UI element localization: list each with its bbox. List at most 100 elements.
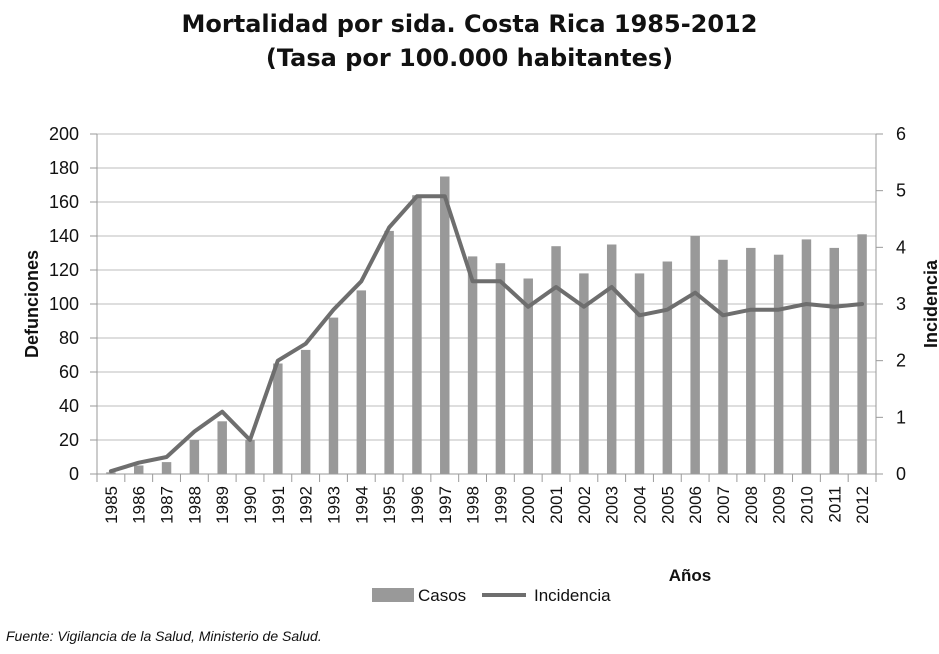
x-tick-label: 1987 [158, 486, 177, 524]
point-incidencia [526, 305, 530, 309]
point-incidencia [359, 279, 363, 283]
legend-label-incidencia: Incidencia [534, 586, 611, 605]
point-incidencia [165, 455, 169, 459]
x-tick-label: 2011 [825, 486, 844, 523]
y2-tick-label: 5 [896, 181, 906, 201]
point-incidencia [331, 308, 335, 312]
x-tick-label: 2009 [770, 486, 789, 524]
bar-casos [551, 246, 561, 474]
x-tick-label: 2006 [686, 486, 705, 524]
bar-casos [273, 363, 283, 474]
y-tick-label: 60 [59, 362, 79, 382]
bar-casos [634, 273, 645, 474]
point-incidencia [192, 430, 196, 433]
y2-tick-label: 3 [896, 294, 906, 314]
x-axis-title: Años [669, 566, 712, 585]
bar-casos [773, 254, 784, 474]
y-tick-label: 0 [69, 464, 79, 484]
point-incidencia [582, 305, 586, 309]
bar-casos [606, 244, 617, 474]
bar-casos [801, 239, 812, 474]
bar-casos [746, 247, 756, 474]
x-tick-label: 2000 [519, 486, 538, 524]
y2-axis-title: Incidencia [921, 259, 939, 348]
x-tick-label: 2008 [742, 486, 761, 524]
y-tick-label: 120 [49, 260, 79, 280]
point-incidencia [304, 342, 308, 346]
bar-casos [161, 462, 172, 474]
bar-casos [300, 349, 311, 474]
point-incidencia [443, 194, 447, 198]
point-incidencia [749, 308, 753, 312]
x-tick-label: 1991 [269, 486, 288, 524]
x-tick-label: 2003 [603, 486, 622, 524]
y-tick-label: 80 [59, 328, 79, 348]
bar-casos [245, 440, 255, 474]
point-incidencia [693, 291, 697, 295]
point-incidencia [220, 410, 224, 414]
x-tick-label: 2007 [714, 486, 733, 524]
bar-casos [495, 263, 506, 474]
y-tick-label: 180 [49, 158, 79, 178]
x-tick-label: 1998 [464, 486, 483, 524]
x-tick-label: 1996 [408, 486, 427, 524]
point-incidencia [137, 461, 141, 465]
point-incidencia [832, 305, 836, 309]
bar-casos [440, 176, 450, 474]
bar-casos [690, 236, 700, 474]
x-tick-label: 1992 [297, 486, 316, 524]
bar-casos [467, 256, 478, 474]
bar-casos [217, 421, 227, 474]
point-incidencia [498, 279, 502, 283]
x-tick-label: 1994 [352, 486, 371, 524]
x-tick-label: 1985 [102, 486, 121, 524]
point-incidencia [860, 302, 864, 306]
y-tick-label: 20 [59, 430, 79, 450]
x-tick-label: 1999 [491, 486, 510, 524]
legend-swatch-casos [372, 588, 414, 602]
y2-tick-label: 4 [896, 237, 906, 257]
point-incidencia [109, 469, 113, 473]
x-tick-label: 1995 [380, 486, 399, 524]
bar-casos [412, 195, 422, 474]
bar-casos [857, 234, 867, 474]
y-tick-label: 140 [49, 226, 79, 246]
chart-title: Mortalidad por sida. Costa Rica 1985-201… [181, 10, 758, 38]
x-tick-label: 2001 [547, 486, 566, 524]
point-incidencia [777, 308, 781, 312]
x-tick-label: 1997 [436, 486, 455, 524]
bar-casos [579, 273, 589, 474]
x-tick-label: 2010 [797, 486, 816, 524]
point-incidencia [276, 359, 280, 363]
point-incidencia [471, 279, 475, 283]
point-incidencia [610, 285, 614, 289]
point-incidencia [804, 302, 808, 306]
x-tick-label: 2002 [575, 486, 594, 524]
bar-casos [134, 465, 144, 474]
x-tick-label: 1988 [185, 486, 204, 524]
point-incidencia [248, 438, 252, 442]
bar-casos [189, 440, 200, 474]
y2-tick-label: 0 [896, 464, 906, 484]
bar-casos [384, 230, 394, 474]
point-incidencia [665, 308, 669, 312]
bar-casos [718, 259, 728, 474]
y-tick-label: 100 [49, 294, 79, 314]
x-tick-label: 2004 [631, 486, 650, 524]
point-incidencia [554, 285, 558, 289]
x-tick-label: 1989 [213, 486, 232, 524]
point-incidencia [638, 313, 642, 317]
bar-casos [829, 247, 839, 474]
bar-casos [328, 317, 339, 474]
x-tick-label: 1993 [324, 486, 343, 524]
y2-tick-label: 1 [896, 407, 906, 427]
x-tick-label: 2005 [658, 486, 677, 524]
x-tick-label: 2012 [853, 486, 872, 524]
point-incidencia [415, 194, 419, 198]
y-axis-title: Defunciones [22, 250, 42, 358]
y2-tick-label: 2 [896, 351, 906, 371]
line-incidencia [108, 194, 865, 474]
y-tick-label: 160 [49, 192, 79, 212]
legend-label-casos: Casos [418, 586, 466, 605]
